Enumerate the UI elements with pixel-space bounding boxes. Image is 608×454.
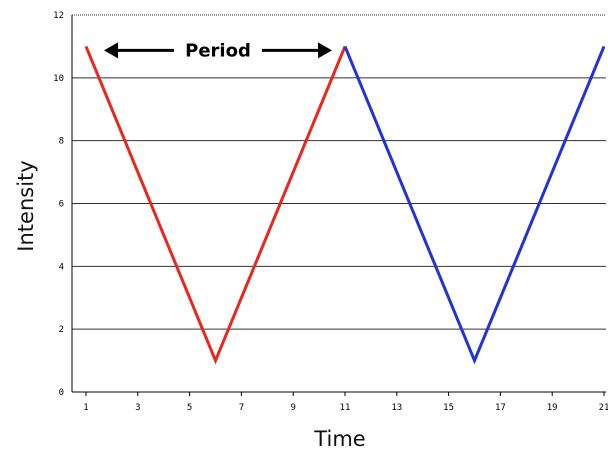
axes bbox=[71, 15, 606, 393]
period-arrowhead-right bbox=[318, 42, 332, 59]
x-tick-label: 11 bbox=[340, 403, 351, 413]
x-axis-title: Time bbox=[313, 427, 365, 451]
y-tick-label: 8 bbox=[59, 137, 64, 147]
y-axis-title: Intensity bbox=[14, 160, 38, 251]
y-tick-label: 6 bbox=[59, 200, 64, 210]
x-tick-label: 9 bbox=[290, 403, 295, 413]
y-tick-label: 0 bbox=[59, 388, 64, 398]
x-tick-label: 5 bbox=[187, 403, 192, 413]
series-line-2 bbox=[343, 45, 606, 365]
period-label: Period bbox=[185, 40, 251, 61]
y-tick-label: 4 bbox=[59, 262, 64, 272]
x-tick-label: 19 bbox=[547, 403, 558, 413]
x-tick-label: 1 bbox=[83, 403, 88, 413]
period-annotation: Period bbox=[104, 40, 332, 61]
x-tick-label: 21 bbox=[599, 403, 608, 413]
series-lines bbox=[84, 45, 606, 365]
x-tick-label: 13 bbox=[391, 403, 402, 413]
y-tick-label: 2 bbox=[59, 325, 64, 335]
x-tick-label: 15 bbox=[443, 403, 454, 413]
x-tick-label: 3 bbox=[135, 403, 140, 413]
period-arrowhead-left bbox=[104, 42, 118, 59]
x-tick-label: 7 bbox=[239, 403, 244, 413]
x-tick-label: 17 bbox=[495, 403, 506, 413]
y-tick-label: 12 bbox=[53, 11, 64, 21]
series-line-1 bbox=[84, 45, 347, 365]
grid-lines bbox=[72, 14, 606, 330]
y-tick-label: 10 bbox=[53, 74, 64, 84]
